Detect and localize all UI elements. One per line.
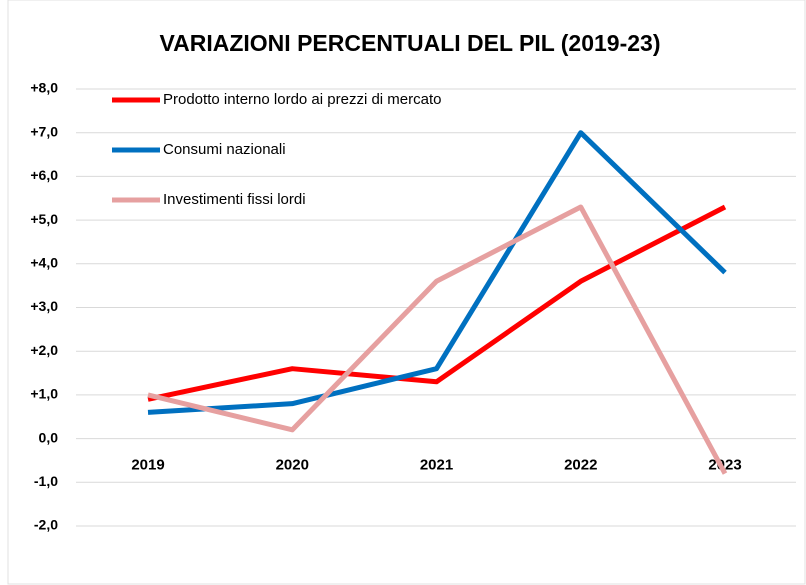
y-tick-label: +4,0 xyxy=(30,255,58,271)
series-line xyxy=(147,130,727,415)
y-tick-label: +3,0 xyxy=(30,298,58,314)
legend-label: Investimenti fissi lordi xyxy=(163,191,306,208)
y-tick-label: +5,0 xyxy=(30,211,58,227)
y-tick-label: +8,0 xyxy=(30,80,58,96)
series-line xyxy=(147,204,728,475)
y-tick-label: +7,0 xyxy=(30,123,58,139)
series-line xyxy=(147,204,727,402)
legend-label: Prodotto interno lordo ai prezzi di merc… xyxy=(163,91,441,108)
y-tick-label: -2,0 xyxy=(34,517,58,533)
x-tick-label: 2022 xyxy=(564,457,597,474)
y-tick-label: +2,0 xyxy=(30,342,58,358)
chart-title: VARIAZIONI PERCENTUALI DEL PIL (2019-23) xyxy=(160,30,661,56)
x-tick-label: 2020 xyxy=(276,457,309,474)
y-tick-label: 0,0 xyxy=(39,429,59,445)
y-tick-label: +1,0 xyxy=(30,386,58,402)
y-tick-label: -1,0 xyxy=(34,473,58,489)
x-tick-label: 2019 xyxy=(131,457,164,474)
y-tick-label: +6,0 xyxy=(30,167,58,183)
chart-frame xyxy=(7,0,806,585)
legend-label: Consumi nazionali xyxy=(163,141,286,158)
x-tick-label: 2021 xyxy=(420,457,453,474)
